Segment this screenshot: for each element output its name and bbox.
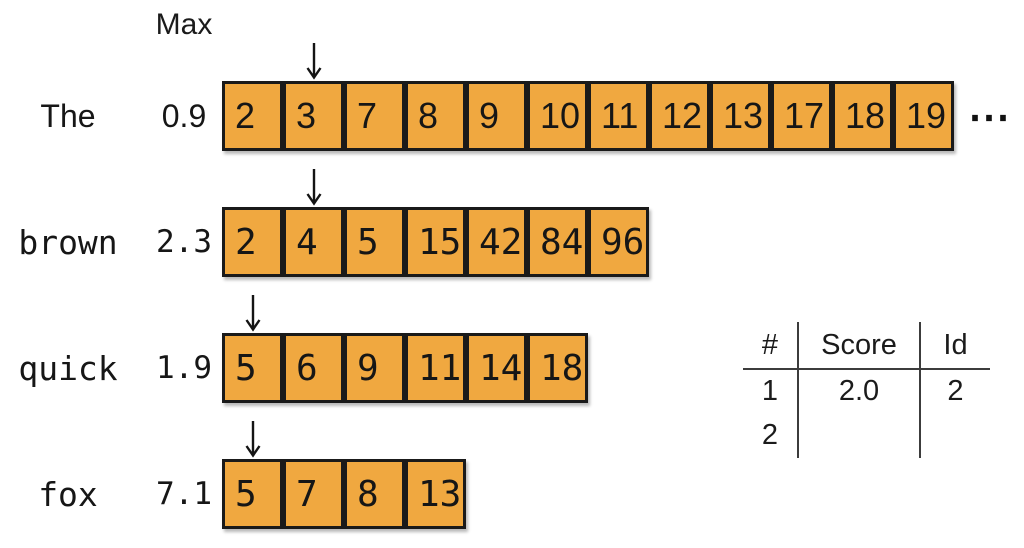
posting-cell: 11	[405, 333, 466, 403]
posting-cell: 84	[527, 207, 588, 277]
posting-row: brown 2.3 2 4 5 15 42 84 96	[0, 207, 1024, 277]
posting-cell: 2	[222, 81, 283, 151]
posting-cells: 2 3 7 8 9 10 11 12 13 17 18 19	[222, 81, 954, 151]
posting-cell: 8	[405, 81, 466, 151]
posting-cell: 19	[893, 81, 954, 151]
table-cell: 1	[743, 370, 799, 412]
max-score-value: 2.3	[156, 224, 212, 260]
cursor-arrow-icon	[306, 43, 321, 80]
posting-cell: 2	[222, 207, 283, 277]
table-cell: 2.0	[799, 370, 921, 412]
term-label: The	[40, 97, 96, 134]
posting-cell: 7	[344, 81, 405, 151]
cursor-arrow-icon	[306, 169, 321, 206]
posting-cell: 9	[344, 333, 405, 403]
posting-cell: 10	[527, 81, 588, 151]
cursor-arrow-icon	[245, 421, 260, 458]
results-table: # Score Id 1 2.0 2 2	[743, 322, 990, 458]
posting-cell: 13	[710, 81, 771, 151]
max-score-value: 1.9	[156, 350, 212, 386]
posting-row: fox 7.1 5 7 8 13	[0, 459, 1024, 529]
posting-cell: 11	[588, 81, 649, 151]
posting-cell: 12	[649, 81, 710, 151]
table-cell: 2	[743, 412, 799, 458]
ellipsis: ⋯	[968, 92, 1012, 140]
posting-cell: 5	[344, 207, 405, 277]
table-cell	[799, 412, 921, 458]
posting-cells: 2 4 5 15 42 84 96	[222, 207, 649, 277]
cursor-arrow-icon	[245, 295, 260, 332]
posting-cell: 5	[222, 333, 283, 403]
posting-cell: 18	[832, 81, 893, 151]
posting-row: quick 1.9 5 6 9 11 14 18	[0, 333, 1024, 403]
term-label: quick	[18, 348, 118, 388]
term-label: fox	[38, 474, 98, 514]
table-header-cell: #	[743, 322, 799, 370]
posting-cell: 15	[405, 207, 466, 277]
posting-cell: 6	[283, 333, 344, 403]
posting-cell: 4	[283, 207, 344, 277]
posting-cell: 7	[283, 459, 344, 529]
posting-cell: 3	[283, 81, 344, 151]
posting-cells: 5 7 8 13	[222, 459, 466, 529]
posting-cell: 9	[466, 81, 527, 151]
posting-cell: 42	[466, 207, 527, 277]
posting-cell: 5	[222, 459, 283, 529]
posting-cell: 17	[771, 81, 832, 151]
posting-row: The 0.9 2 3 7 8 9 10 11 12 13 17 18 19 ⋯	[0, 81, 1024, 151]
posting-cells: 5 6 9 11 14 18	[222, 333, 588, 403]
posting-cell: 96	[588, 207, 649, 277]
posting-cell: 14	[466, 333, 527, 403]
posting-cell: 13	[405, 459, 466, 529]
table-header-cell: Score	[799, 322, 921, 370]
posting-cell: 18	[527, 333, 588, 403]
table-cell: 2	[947, 374, 964, 407]
table-header-cell: Id	[921, 322, 990, 370]
max-score-value: 7.1	[156, 476, 212, 512]
max-column-header: Max	[155, 8, 213, 41]
term-label: brown	[18, 222, 118, 262]
max-score-value: 0.9	[161, 97, 207, 134]
posting-cell: 8	[344, 459, 405, 529]
table-cell	[921, 412, 990, 458]
